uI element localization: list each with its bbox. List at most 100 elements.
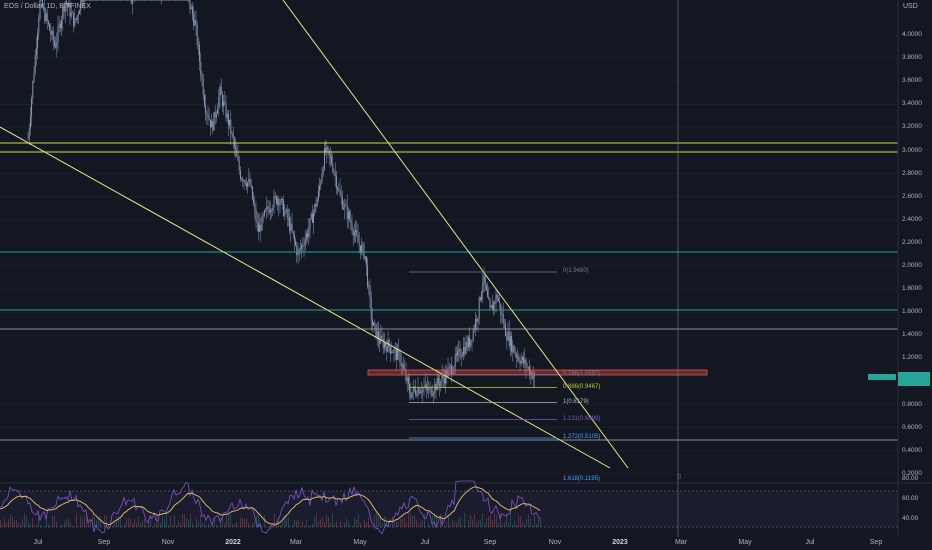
volume-bar [220, 516, 221, 527]
candle-body [161, 0, 163, 1]
candle-body [278, 198, 280, 206]
candle-body [244, 180, 246, 185]
volume-bar [518, 515, 519, 527]
candle-body [437, 378, 439, 384]
candle-body [514, 352, 516, 355]
candle-body [523, 356, 525, 364]
volume-bar [282, 521, 283, 527]
candle-body [146, 0, 148, 1]
volume-bar [304, 525, 305, 527]
volume-bar [252, 522, 253, 527]
volume-bar [20, 524, 21, 527]
candle-body [277, 198, 279, 204]
candle-body [83, 0, 85, 1]
volume-bar [514, 520, 515, 527]
time-tick-label: Mar [674, 539, 688, 546]
price-tick-label: 1.2000 [902, 354, 922, 362]
volume-bar [142, 520, 143, 527]
volume-bar [28, 521, 29, 527]
rsi-tick-label: 80.00 [902, 475, 919, 482]
volume-bar [184, 513, 185, 527]
candle-body [346, 205, 348, 219]
volume-bar [520, 516, 521, 527]
volume-bar [354, 517, 355, 527]
candle-body [195, 19, 197, 26]
candle-body [333, 171, 335, 173]
candle-body [255, 208, 257, 222]
volume-bar [320, 519, 321, 527]
volume-bar [10, 513, 11, 527]
candle-body [181, 0, 183, 1]
candle-body [113, 0, 115, 1]
volume-bar [326, 514, 327, 527]
rsi-tick-label: 40.00 [902, 515, 919, 522]
candle-body [87, 0, 89, 1]
price-marker [868, 374, 896, 380]
volume-bar [248, 522, 249, 527]
candle-body [128, 0, 130, 1]
volume-bar [328, 516, 329, 527]
candle-body [274, 195, 276, 197]
candle-body [359, 245, 361, 253]
volume-bar [90, 518, 91, 527]
candle-body [388, 340, 390, 347]
candle-body [65, 1, 67, 5]
price-tick-label: 4.0000 [902, 31, 922, 38]
rsi-pane [0, 480, 898, 535]
volume-bar [316, 513, 317, 527]
candle-body [247, 182, 249, 187]
volume-bar [80, 515, 81, 527]
volume-bar [506, 513, 507, 527]
volume-bar [384, 516, 385, 527]
candle-body [106, 0, 108, 1]
fib-level-label: 0.886(0.9467) [563, 383, 601, 390]
volume-bar [516, 524, 517, 527]
volume-bar [74, 525, 75, 527]
volume-bar [500, 513, 501, 527]
volume-bar [214, 518, 215, 527]
candle-body [339, 189, 341, 195]
candle-body [231, 133, 233, 134]
candle-body [403, 364, 405, 369]
descending-trendline-upper[interactable] [282, 0, 629, 469]
volume-bar [424, 514, 425, 527]
candle-body [205, 105, 207, 114]
candle-body [305, 233, 307, 240]
candle-body [212, 120, 214, 131]
horizontal-lines[interactable] [0, 142, 898, 441]
descending-trendline-lower[interactable] [0, 126, 611, 469]
candle-body [332, 163, 334, 172]
volume-bar [218, 526, 219, 527]
candle-body [386, 346, 388, 352]
candle-body [50, 30, 52, 35]
candle-body [296, 245, 298, 256]
volume-bar [404, 517, 405, 527]
trendlines[interactable] [0, 0, 629, 469]
volume-bar [240, 517, 241, 527]
volume-bar [168, 525, 169, 527]
candle-body [105, 0, 107, 1]
candle-body [224, 101, 226, 103]
fib-retracement[interactable] [409, 271, 557, 439]
candle-body [405, 371, 407, 381]
volume-bar [436, 513, 437, 527]
candle-body [109, 0, 111, 1]
candle-body [163, 0, 165, 1]
volume-bar [478, 520, 479, 527]
candle-body [187, 0, 189, 1]
candle-body [185, 0, 187, 1]
candle-body [251, 186, 253, 200]
candle-body [292, 231, 294, 235]
volume-bar [12, 516, 13, 527]
volume-bar [460, 516, 461, 527]
candle-body [70, 12, 72, 17]
candle-body [254, 204, 256, 209]
candle-body [263, 210, 265, 216]
volume-bar [470, 515, 471, 527]
volume-bar [250, 525, 251, 527]
candle-body [477, 317, 479, 322]
time-tick-label: Sep [869, 539, 883, 546]
candle-body [85, 0, 87, 1]
candle-body [93, 0, 95, 1]
